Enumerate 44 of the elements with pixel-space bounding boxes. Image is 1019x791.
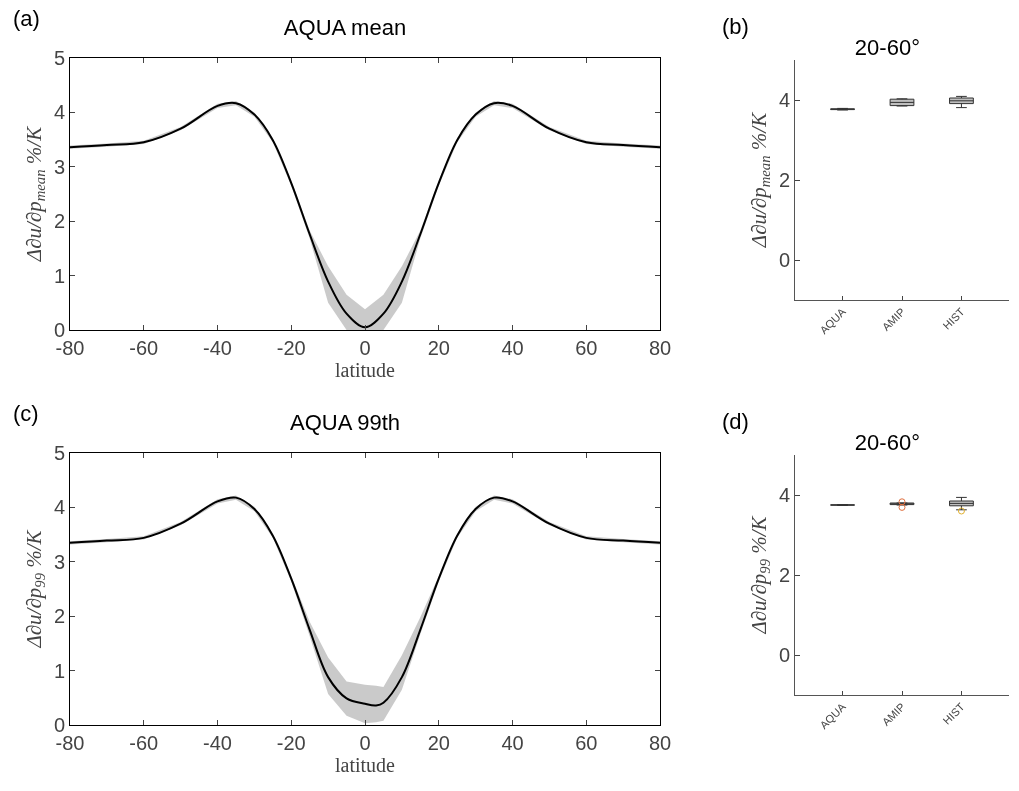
y-tick-label: 2 [778, 564, 790, 586]
x-tick-label: -60 [129, 732, 159, 754]
x-tick-label: -80 [55, 337, 85, 359]
y-tick-label: 5 [53, 442, 65, 464]
x-tick-label: -20 [276, 732, 306, 754]
x-tick-label: -40 [203, 337, 232, 359]
x-tick-label: 40 [501, 732, 524, 754]
x-tick-label: 40 [501, 337, 524, 359]
chart-title: 20-60° [854, 429, 920, 455]
y-tick-label: 3 [53, 550, 65, 573]
y-tick-label: 2 [778, 169, 790, 191]
x-tick-label: 20 [427, 732, 450, 754]
y-tick-label: 0 [778, 644, 790, 666]
x-tick-label: -40 [203, 732, 232, 754]
chart-title: AQUA mean [283, 15, 407, 41]
x-tick-label: -80 [55, 732, 85, 754]
y-tick-label: 4 [778, 484, 790, 506]
y-tick-label: 2 [53, 210, 65, 233]
y-tick-label: 2 [53, 605, 65, 628]
x-axis-title: latitude [335, 359, 396, 381]
x-tick-label: 60 [575, 337, 598, 359]
x-axis-title: latitude [335, 754, 396, 776]
text: (d) [722, 409, 749, 434]
chart-title: 20-60° [854, 34, 920, 60]
x-tick-label: -20 [276, 337, 306, 359]
text: (c) [13, 401, 39, 426]
y-tick-label: 0 [778, 249, 790, 271]
text: (b) [722, 14, 749, 39]
x-tick-label: 80 [648, 732, 672, 754]
y-tick-label: 1 [53, 659, 65, 682]
y-tick-label: 4 [53, 496, 65, 519]
x-tick-label: 80 [648, 337, 672, 359]
y-tick-label: 3 [53, 155, 65, 178]
y-tick-label: 5 [53, 47, 65, 69]
x-tick-label: -60 [129, 337, 159, 359]
x-tick-label: 20 [427, 337, 450, 359]
y-tick-label: 1 [53, 264, 65, 287]
x-tick-label: 0 [359, 732, 371, 754]
text: (a) [13, 6, 40, 31]
x-tick-label: 0 [359, 337, 371, 359]
y-tick-label: 4 [53, 101, 65, 124]
x-tick-label: 60 [575, 732, 598, 754]
chart-title: AQUA 99th [289, 410, 401, 436]
y-tick-label: 4 [778, 89, 790, 111]
